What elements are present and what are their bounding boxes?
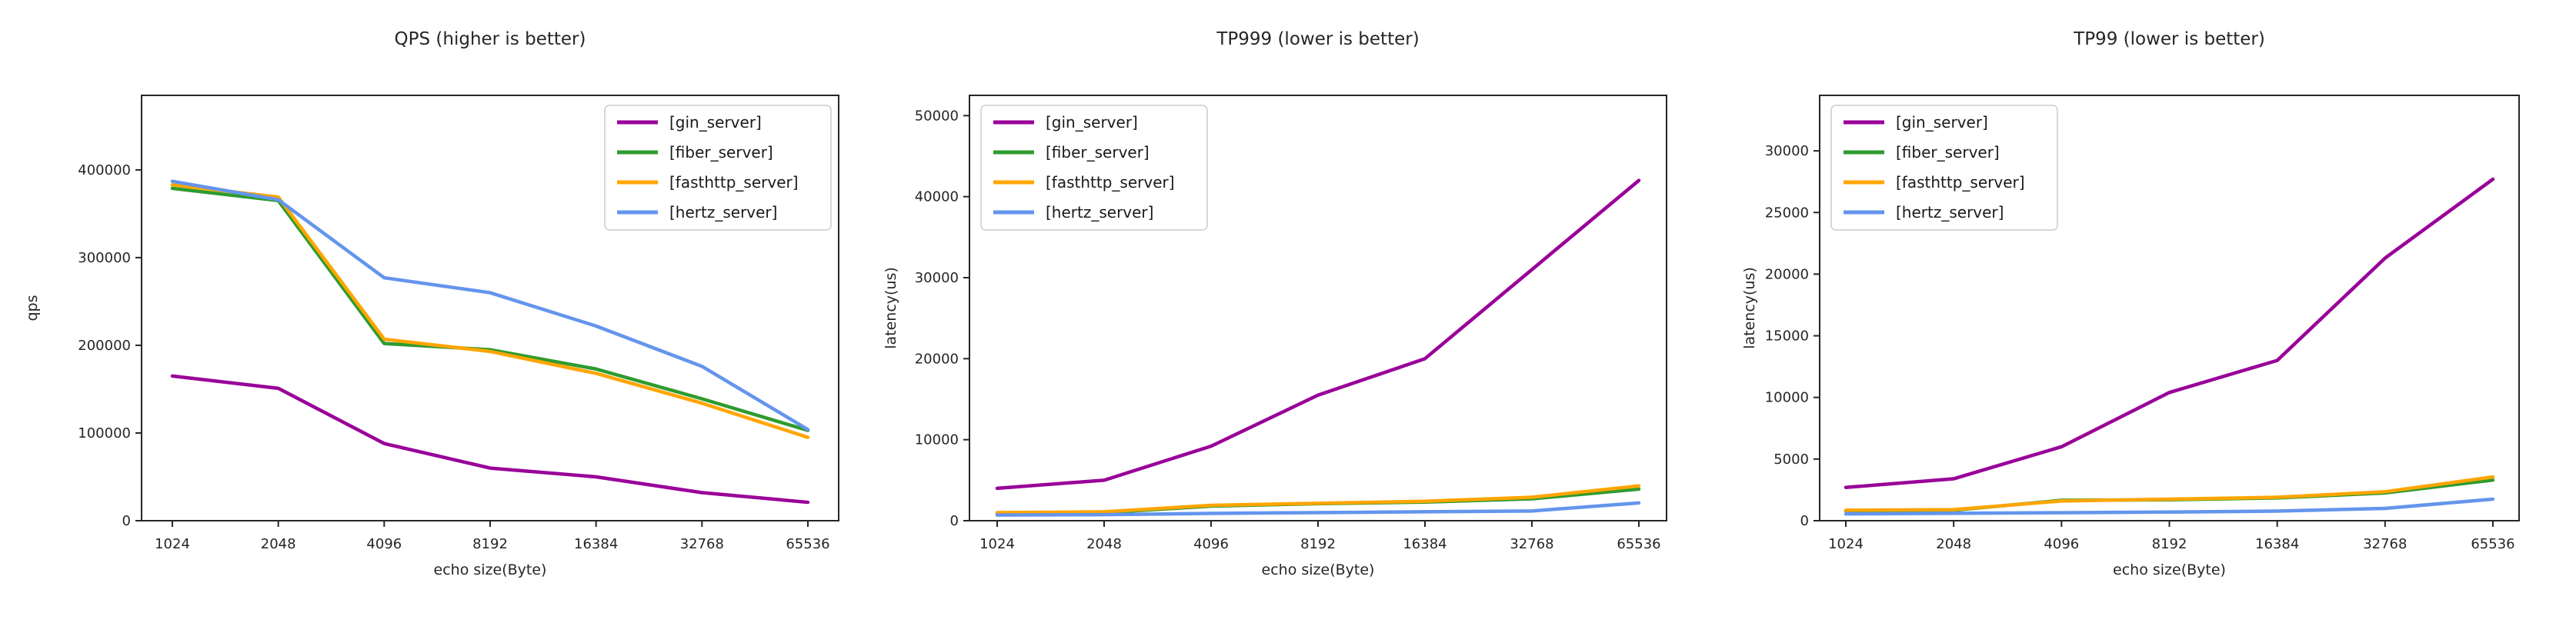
x-tick-label: 4096: [1193, 536, 1229, 552]
legend: [gin_server] [fiber_server] [fasthttp_serv…: [980, 105, 1208, 231]
series-line-fasthttp_server: [995, 484, 1641, 515]
x-tick-label: 65536: [1617, 536, 1660, 552]
series-line-hertz_server: [170, 179, 810, 431]
y-tick-label: 0: [1800, 513, 1809, 529]
y-axis-label: qps: [24, 295, 41, 321]
legend-label-fasthttp_server: [fasthttp_server]: [669, 173, 799, 192]
x-tick-label: 2048: [1086, 536, 1122, 552]
legend-label-hertz_server: [hertz_server]: [669, 203, 777, 222]
y-tick-label: 100000: [78, 425, 131, 441]
y-tick-label: 30000: [1765, 143, 1809, 159]
x-tick-label: 65536: [2471, 536, 2514, 552]
chart-title: TP999 (lower is better): [1216, 29, 1419, 49]
legend-label-fiber_server: [fiber_server]: [1896, 143, 2000, 162]
legend-label-hertz_server: [hertz_server]: [1046, 203, 1153, 222]
x-tick-label: 2048: [261, 536, 296, 552]
x-tick-label: 32768: [1510, 536, 1553, 552]
y-tick-label: 15000: [1765, 328, 1809, 345]
chart-tp99-canvas: TP99 (lower is better) 0 5000 10000 15000 200…: [1741, 29, 2520, 578]
x-tick-label: 8192: [1300, 536, 1336, 552]
y-tick-label: 25000: [1765, 205, 1809, 221]
legend-label-gin_server: [gin_server]: [1046, 113, 1138, 132]
legend-label-fasthttp_server: [fasthttp_server]: [1046, 173, 1175, 192]
y-tick-label: 40000: [915, 189, 959, 205]
chart-title: TP99 (lower is better): [2073, 29, 2265, 49]
x-tick-label: 1024: [155, 536, 190, 552]
legend: [gin_server] [fiber_server] [fasthttp_serv…: [1830, 105, 2058, 231]
y-tick-label: 10000: [915, 432, 959, 448]
x-tick-label: 1024: [979, 536, 1015, 552]
legend-label-gin_server: [gin_server]: [1896, 113, 1988, 132]
series-line-gin_server: [1844, 177, 2495, 489]
legend-label-gin_server: [gin_server]: [669, 113, 762, 132]
y-tick-label: 10000: [1765, 390, 1809, 406]
legend-box: [980, 105, 1208, 231]
x-tick-label: 1024: [1828, 536, 1864, 552]
y-tick-label: 20000: [1765, 266, 1809, 282]
x-tick-label: 4096: [2044, 536, 2079, 552]
series-line-fasthttp_server: [1844, 475, 2495, 512]
chart-qps: QPS (higher is better) 0 100000 200000 30000…: [0, 0, 859, 623]
legend-box: [1830, 105, 2058, 231]
y-tick-label: 5000: [1774, 451, 1809, 468]
chart-tp99: TP99 (lower is better) 0 5000 10000 15000 200…: [1717, 0, 2576, 623]
y-tick-label: 0: [950, 513, 959, 529]
chart-qps-canvas: QPS (higher is better) 0 100000 200000 30000…: [24, 29, 839, 578]
x-tick-label: 8192: [2152, 536, 2187, 552]
legend-label-hertz_server: [hertz_server]: [1896, 203, 2004, 222]
x-axis-label: echo size(Byte): [1262, 561, 1375, 578]
legend-label-fiber_server: [fiber_server]: [1046, 143, 1150, 162]
series-line-gin_server: [995, 178, 1641, 491]
chart-tp999-canvas: TP999 (lower is better) 0 10000 20000 30000 4…: [883, 29, 1667, 578]
y-tick-label: 30000: [915, 270, 959, 286]
legend: [gin_server] [fiber_server] [fasthttp_serv…: [604, 105, 832, 231]
y-tick-label: 300000: [78, 250, 131, 266]
x-tick-label: 16384: [2255, 536, 2299, 552]
x-tick-label: 8192: [472, 536, 508, 552]
y-tick-label: 50000: [915, 108, 959, 124]
chart-title: QPS (higher is better): [395, 29, 586, 49]
x-tick-label: 16384: [1403, 536, 1446, 552]
legend-label-fasthttp_server: [fasthttp_server]: [1896, 173, 2025, 192]
x-axis-label: echo size(Byte): [434, 561, 547, 578]
series-line-fasthttp_server: [170, 183, 810, 439]
y-tick-label: 400000: [78, 162, 131, 178]
x-tick-label: 65536: [786, 536, 829, 552]
y-axis-label: latency(us): [883, 267, 899, 349]
x-tick-label: 2048: [1936, 536, 1971, 552]
series-line-hertz_server: [995, 501, 1641, 517]
chart-tp999: TP999 (lower is better) 0 10000 20000 30000 4…: [859, 0, 1717, 623]
y-tick-label: 200000: [78, 338, 131, 354]
x-tick-label: 4096: [366, 536, 402, 552]
series-line-hertz_server: [1844, 497, 2495, 516]
legend-box: [604, 105, 832, 231]
y-tick-label: 20000: [915, 351, 959, 367]
x-tick-label: 32768: [680, 536, 724, 552]
x-tick-label: 32768: [2363, 536, 2407, 552]
legend-label-fiber_server: [fiber_server]: [669, 143, 773, 162]
y-axis-label: latency(us): [1741, 267, 1758, 349]
x-axis-label: echo size(Byte): [2113, 561, 2226, 578]
series-line-gin_server: [170, 374, 810, 505]
x-tick-label: 16384: [574, 536, 618, 552]
y-tick-label: 0: [122, 513, 131, 529]
